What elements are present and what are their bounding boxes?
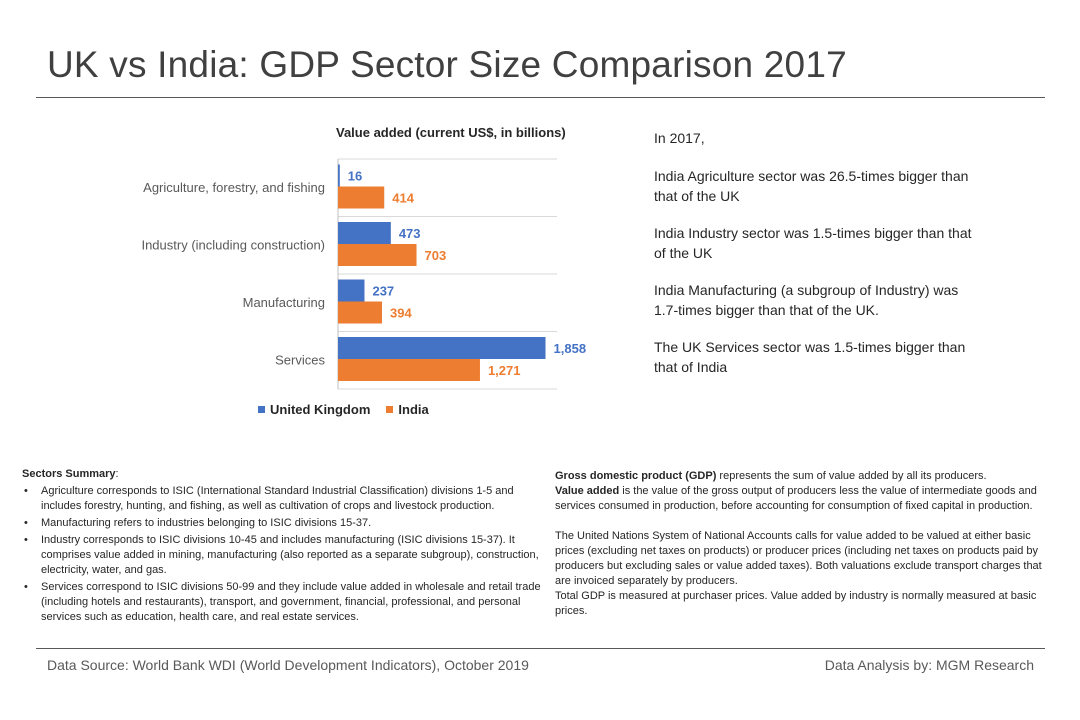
- bar-india: [338, 187, 384, 209]
- insights-panel: In 2017, India Agriculture sector was 26…: [654, 128, 984, 394]
- bar-uk: [338, 280, 364, 302]
- analysis-credit: Data Analysis by: MGM Research: [825, 657, 1034, 673]
- data-label-india: 394: [390, 306, 412, 321]
- sna-text: The United Nations System of National Ac…: [555, 530, 1042, 587]
- summary-item-agriculture: Agriculture corresponds to ISIC (Interna…: [22, 484, 542, 514]
- summary-item-industry: Industry corresponds to ISIC divisions 1…: [22, 533, 542, 578]
- definitions-panel: Gross domestic product (GDP) represents …: [555, 469, 1045, 619]
- data-label-uk: 16: [348, 169, 362, 184]
- legend-swatch-india: [386, 406, 393, 413]
- insight-agriculture: India Agriculture sector was 26.5-times …: [654, 166, 984, 206]
- legend-swatch-uk: [258, 406, 265, 413]
- chart-legend: United Kingdom India: [258, 402, 445, 417]
- data-label-uk: 473: [399, 226, 421, 241]
- bar-india: [338, 359, 480, 381]
- summary-heading-line: Sectors Summary:: [22, 467, 542, 482]
- sectors-summary: Sectors Summary: Agriculture corresponds…: [22, 467, 542, 627]
- bar-uk: [338, 337, 546, 359]
- gdp-term: Gross domestic product (GDP): [555, 470, 716, 482]
- bar-india: [338, 244, 417, 266]
- insight-manufacturing: India Manufacturing (a subgroup of Indus…: [654, 280, 984, 320]
- summary-heading: Sectors Summary: [22, 468, 116, 480]
- value-added-term: Value added: [555, 485, 619, 497]
- data-label-india: 1,271: [488, 363, 521, 378]
- legend-label-uk: United Kingdom: [270, 402, 370, 417]
- bar-uk: [338, 165, 340, 187]
- insight-industry: India Industry sector was 1.5-times bigg…: [654, 223, 984, 263]
- sna-definition: The United Nations System of National Ac…: [555, 529, 1045, 619]
- data-label-india: 703: [425, 248, 447, 263]
- category-label: Services: [275, 352, 325, 367]
- data-label-uk: 1,858: [554, 341, 587, 356]
- data-source: Data Source: World Bank WDI (World Devel…: [47, 657, 529, 673]
- insight-services: The UK Services sector was 1.5-times big…: [654, 337, 984, 377]
- data-label-india: 414: [392, 191, 414, 206]
- summary-list: Agriculture corresponds to ISIC (Interna…: [22, 484, 542, 625]
- category-label: Agriculture, forestry, and fishing: [143, 180, 325, 195]
- category-label: Industry (including construction): [141, 237, 325, 252]
- category-label: Manufacturing: [243, 295, 325, 310]
- legend-item-india: India: [386, 402, 428, 417]
- summary-heading-colon: :: [116, 468, 119, 480]
- gdp-text: represents the sum of value added by all…: [716, 470, 986, 482]
- insights-intro: In 2017,: [654, 128, 984, 148]
- value-added-text: is the value of the gross output of prod…: [555, 485, 1037, 512]
- total-gdp-text: Total GDP is measured at purchaser price…: [555, 590, 1036, 617]
- summary-item-services: Services correspond to ISIC divisions 50…: [22, 580, 542, 625]
- data-label-uk: 237: [372, 284, 394, 299]
- gdp-definition: Gross domestic product (GDP) represents …: [555, 469, 1045, 514]
- legend-item-uk: United Kingdom: [258, 402, 370, 417]
- bar-india: [338, 302, 382, 324]
- footer-divider: [36, 648, 1045, 649]
- bar-uk: [338, 222, 391, 244]
- summary-item-manufacturing: Manufacturing refers to industries belon…: [22, 516, 542, 531]
- legend-label-india: India: [398, 402, 428, 417]
